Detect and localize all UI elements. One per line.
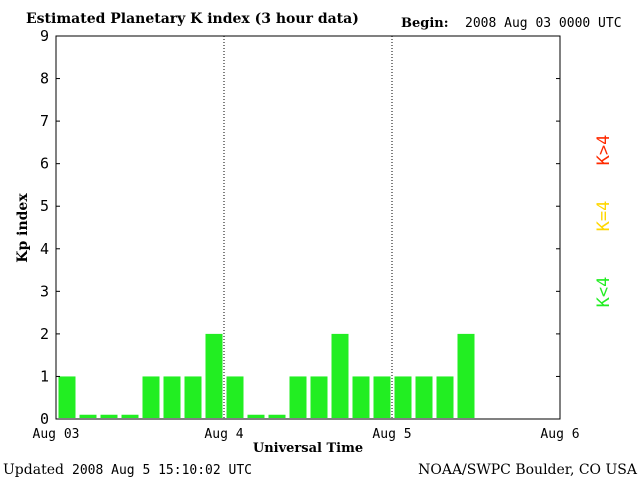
kp-bar <box>268 414 286 418</box>
x-axis-label: Universal Time <box>253 441 363 456</box>
x-tick-label: Aug 4 <box>204 427 243 442</box>
y-tick-label: 6 <box>40 155 49 173</box>
y-axis-label: Kp index <box>15 193 31 263</box>
y-tick-label: 0 <box>40 410 49 428</box>
kp-bar <box>163 376 181 418</box>
kp-bar <box>457 333 475 418</box>
y-tick-label: 9 <box>40 27 49 45</box>
chart-title: Estimated Planetary K index (3 hour data… <box>26 11 359 27</box>
x-tick-label: Aug 6 <box>540 427 579 442</box>
kp-bar <box>142 376 160 418</box>
kp-bar <box>352 376 370 418</box>
kp-bar <box>205 333 223 418</box>
kp-bar <box>121 414 139 418</box>
kp-bar <box>373 376 391 418</box>
kp-bar <box>100 414 118 418</box>
kp-bar <box>289 376 307 418</box>
legend-item-keq4: K=4 <box>594 201 614 232</box>
kp-bar <box>394 376 412 418</box>
kp-bar <box>58 376 76 418</box>
kp-bar <box>436 376 454 418</box>
kp-bar <box>247 414 265 418</box>
begin-label: Begin: <box>401 16 449 31</box>
kp-bar <box>226 376 244 418</box>
x-tick-label: Aug 03 <box>33 427 80 442</box>
bars-group <box>58 333 475 418</box>
legend-item-klt4: K<4 <box>594 277 614 308</box>
legend: K>4 K=4 K<4 <box>594 135 614 308</box>
y-tick-label: 4 <box>40 240 49 258</box>
updated-value: 2008 Aug 5 15:10:02 UTC <box>72 463 252 478</box>
y-tick-label: 3 <box>40 282 49 300</box>
source-credit: NOAA/SWPC Boulder, CO USA <box>418 462 638 478</box>
y-tick-label: 7 <box>40 112 49 130</box>
legend-item-kgt4: K>4 <box>594 135 614 166</box>
y-tick-label: 2 <box>40 325 49 343</box>
kp-bar <box>331 333 349 418</box>
y-tick-label: 5 <box>40 197 49 215</box>
y-tick-label: 1 <box>40 367 49 385</box>
kp-bar <box>79 414 97 418</box>
y-tick-label: 8 <box>40 70 49 88</box>
updated-label: Updated <box>3 462 64 478</box>
begin-value: 2008 Aug 03 0000 UTC <box>465 16 622 31</box>
kp-bar <box>415 376 433 418</box>
kp-bar <box>184 376 202 418</box>
x-tick-label: Aug 5 <box>372 427 411 442</box>
kp-bar <box>310 376 328 418</box>
y-axis: 0 1 2 3 4 5 6 7 8 9 <box>40 27 560 428</box>
plot-area <box>55 35 561 420</box>
x-axis: Aug 03 Aug 4 Aug 5 Aug 6 <box>33 427 580 442</box>
